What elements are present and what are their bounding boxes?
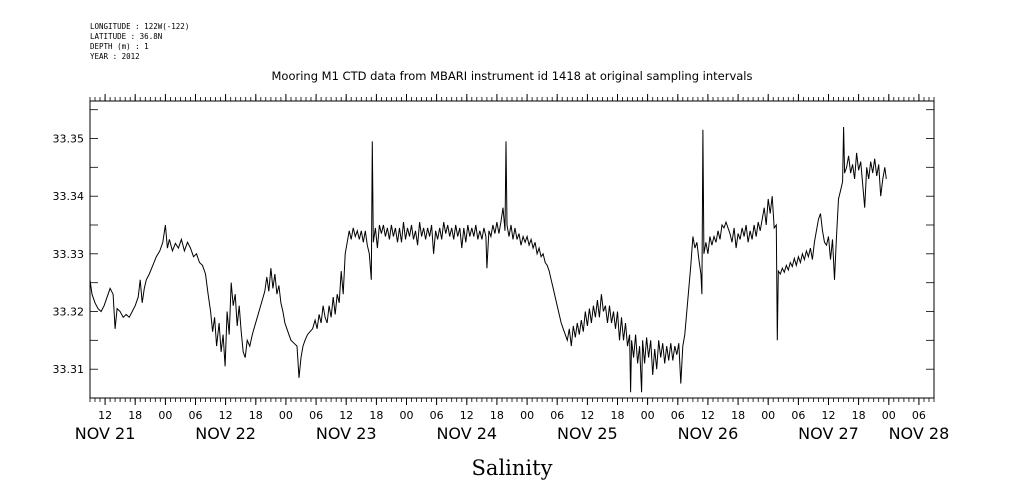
minor-ticks	[89, 97, 935, 402]
x-tick-label: 00	[158, 409, 172, 422]
x-tick-label: 12	[822, 409, 836, 422]
x-tick-label: 12	[580, 409, 594, 422]
y-tick-label: 33.35	[53, 132, 85, 145]
x-tick-label: 00	[882, 409, 896, 422]
x-tick-label: 06	[430, 409, 444, 422]
day-label: NOV 25	[557, 424, 618, 443]
y-tick-label: 33.31	[53, 363, 85, 376]
x-minor-ticks	[89, 97, 935, 402]
x-tick-label: 06	[912, 409, 926, 422]
x-tick-label: 06	[791, 409, 805, 422]
x-tick-label: 18	[852, 409, 866, 422]
x-tick-label: 18	[490, 409, 504, 422]
y-axis: 33.31 33.32 33.33 33.34 33.35	[53, 109, 934, 399]
x-tick-label: 00	[400, 409, 414, 422]
x-tick-label: 00	[761, 409, 775, 422]
x-tick-label: 12	[460, 409, 474, 422]
y-tick-label: 33.32	[53, 305, 85, 318]
year-label: YEAR : 2012	[90, 52, 140, 61]
x-tick-label: 00	[641, 409, 655, 422]
chart-title: Mooring M1 CTD data from MBARI instrumen…	[272, 69, 753, 83]
x-tick-label: 18	[611, 409, 625, 422]
mooring-metadata: LONGITUDE : 122W(-122) LATITUDE : 36.8N …	[90, 22, 189, 62]
x-tick-label: 06	[550, 409, 564, 422]
latitude-label: LATITUDE : 36.8N	[90, 32, 163, 41]
day-label: NOV 26	[678, 424, 739, 443]
x-tick-label: 06	[309, 409, 323, 422]
plot-frame	[89, 100, 935, 399]
salinity-series-line	[89, 126, 887, 393]
y-tick-label: 33.34	[53, 190, 85, 203]
x-tick-label: 18	[128, 409, 142, 422]
plot-border	[89, 100, 935, 399]
day-label: NOV 21	[75, 424, 136, 443]
day-labels: NOV 21 NOV 22 NOV 23 NOV 24 NOV 25 NOV 26 NOV …	[75, 424, 950, 443]
x-tick-label: 12	[219, 409, 233, 422]
longitude-label: LONGITUDE : 122W(-122)	[90, 22, 190, 31]
depth-label: DEPTH (m) : 1	[90, 42, 149, 51]
x-tick-label: 06	[189, 409, 203, 422]
salinity-label: Salinity	[472, 456, 553, 480]
x-axis: 12 18 00 06 12 18 00 06 12 18 00 06 12 18 00 06 12 18 00 06…	[98, 94, 926, 422]
x-tick-label: 06	[671, 409, 685, 422]
day-label: NOV 22	[195, 424, 256, 443]
day-label: NOV 23	[316, 424, 377, 443]
x-tick-label: 00	[279, 409, 293, 422]
day-label: NOV 28	[889, 424, 950, 443]
x-tick-label: 12	[339, 409, 353, 422]
day-label: NOV 27	[798, 424, 859, 443]
x-tick-label: 12	[701, 409, 715, 422]
series-layer	[89, 126, 887, 393]
day-label: NOV 24	[436, 424, 497, 443]
x-tick-label: 18	[731, 409, 745, 422]
x-tick-label: 18	[369, 409, 383, 422]
x-tick-label: 18	[249, 409, 263, 422]
x-tick-label: 12	[98, 409, 112, 422]
x-tick-label: 00	[520, 409, 534, 422]
y-tick-label: 33.33	[53, 248, 85, 261]
